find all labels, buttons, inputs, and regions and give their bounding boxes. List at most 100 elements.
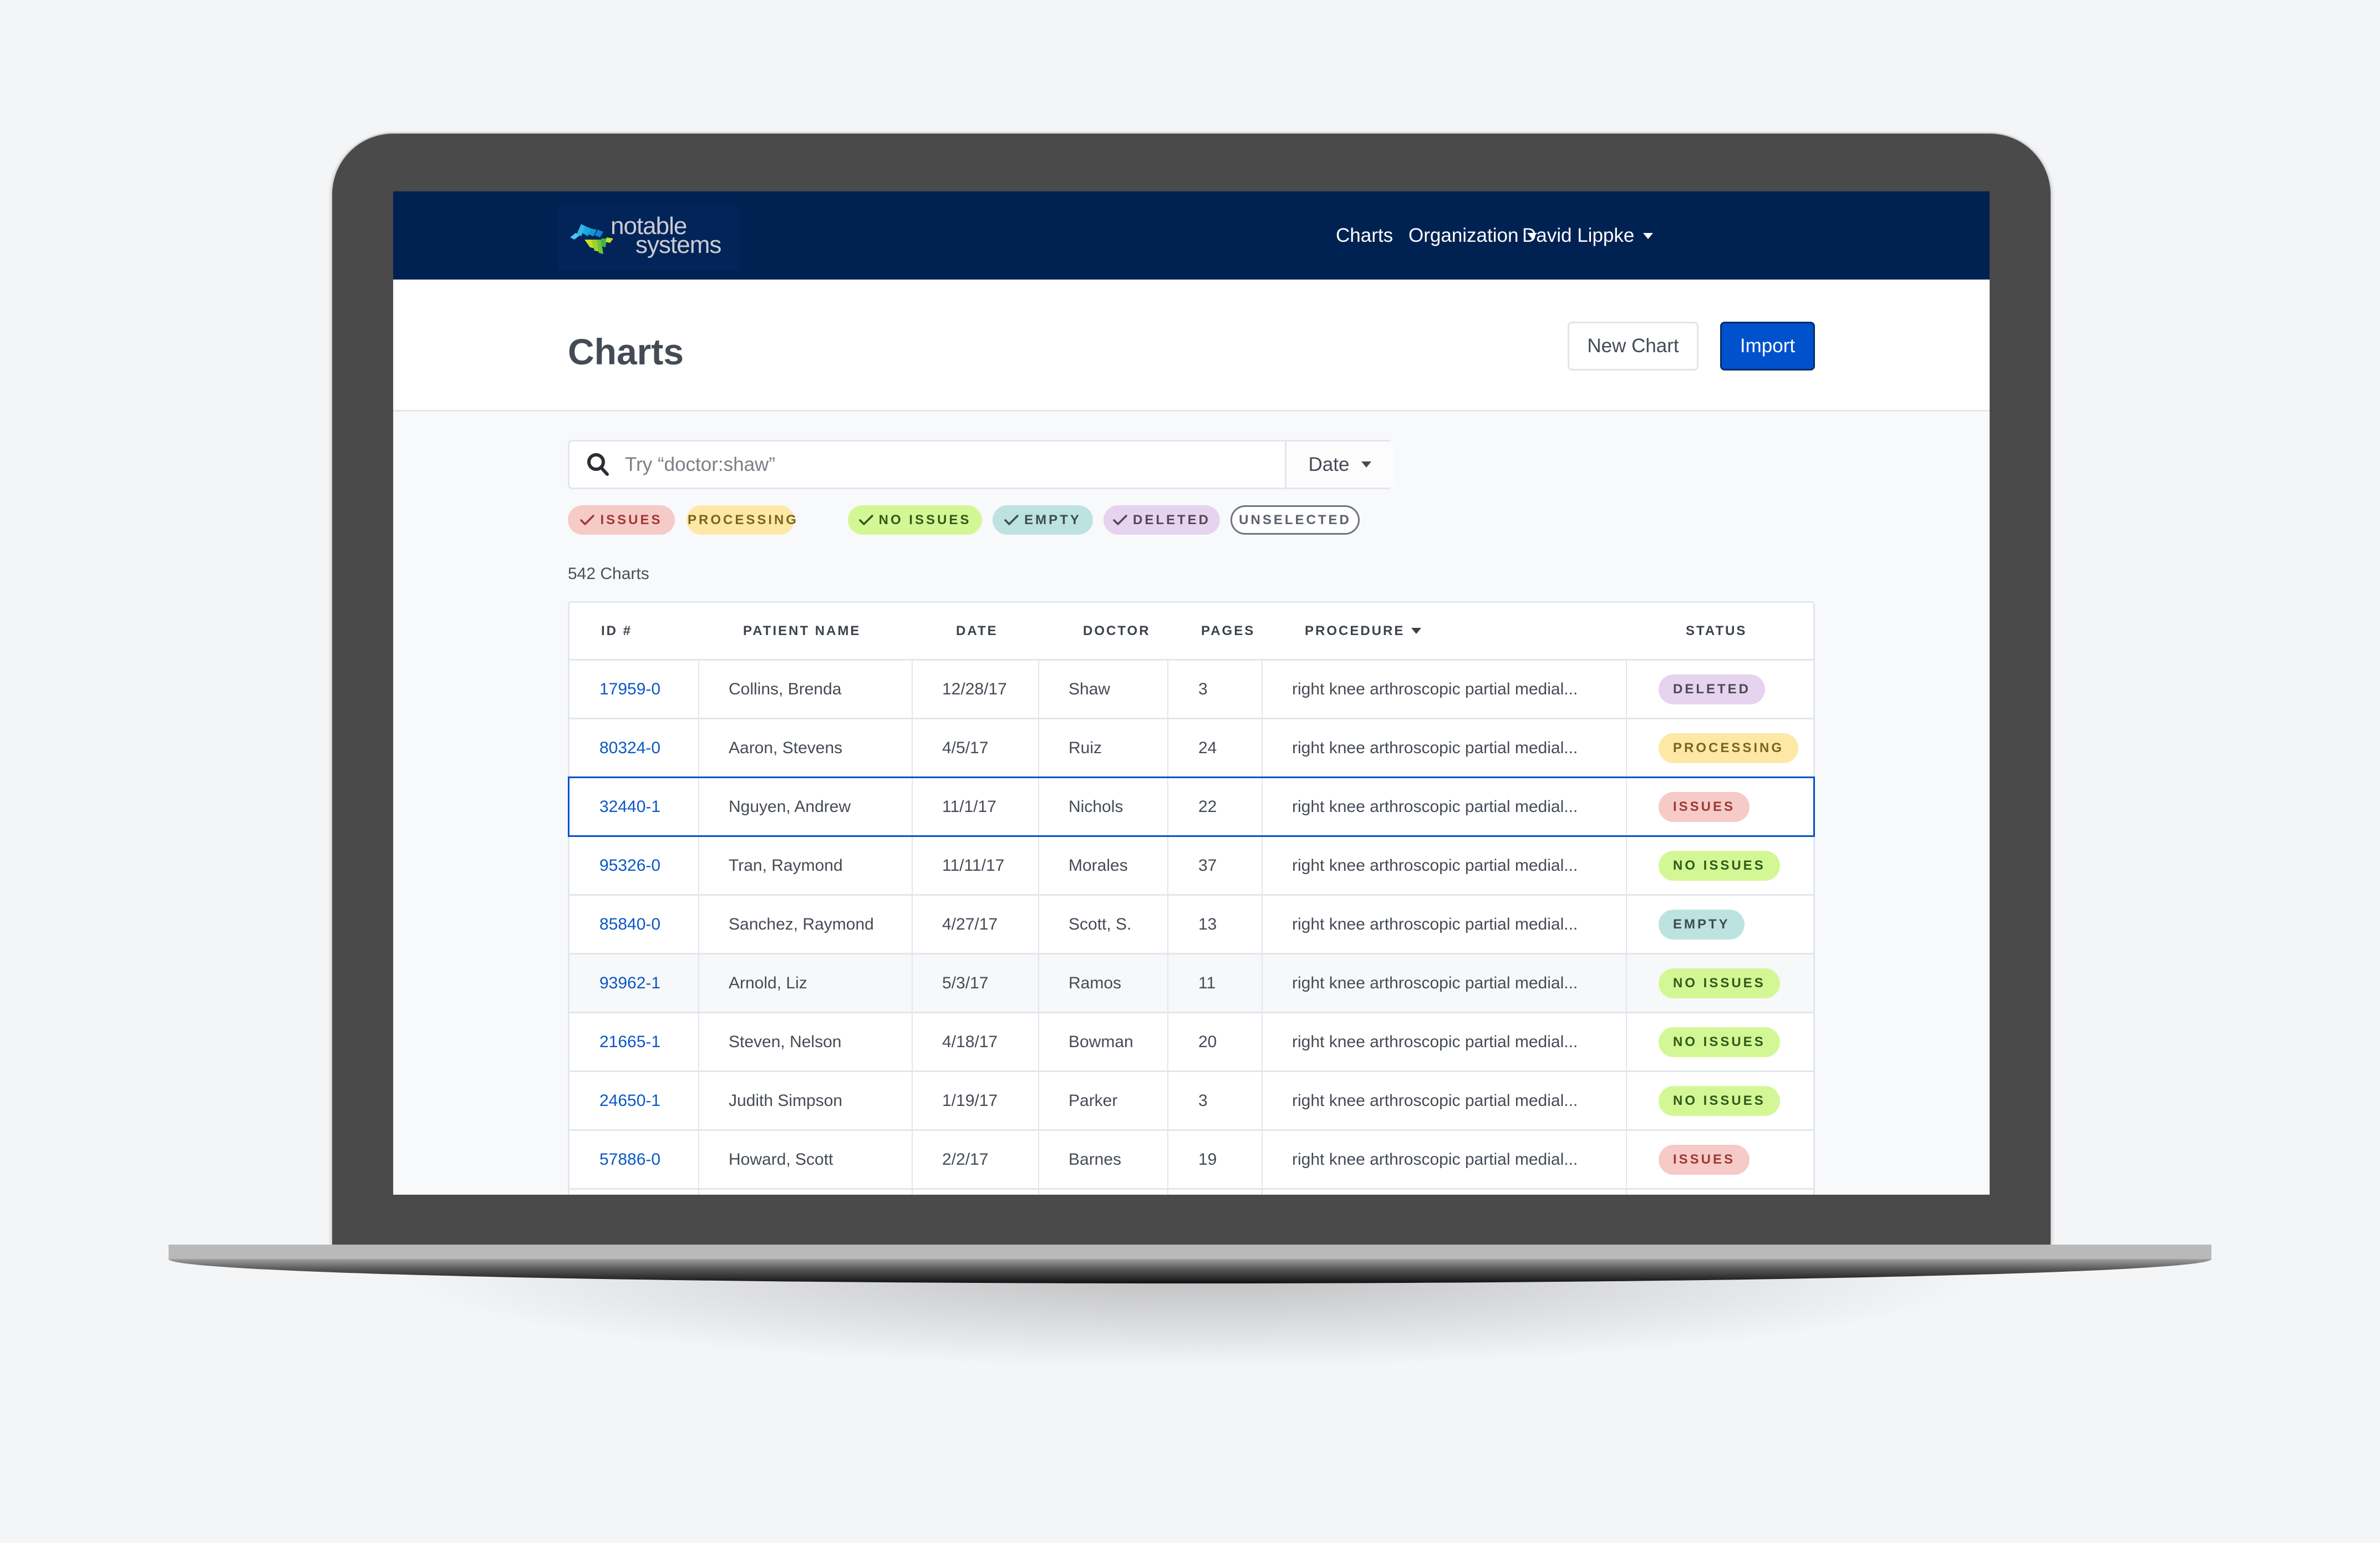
table-row[interactable]: 57886-0 Howard, Scott 2/2/17 Barnes 19 right … xyxy=(569,1129,1813,1188)
cell-patient-name xyxy=(698,1190,912,1195)
nav-link-charts[interactable]: Charts xyxy=(1336,224,1393,248)
nav-user-menu[interactable]: David Lippke xyxy=(1522,224,1654,248)
cell-procedure: right knee arthroscopic partial medial..… xyxy=(1262,896,1626,953)
table-row[interactable]: 80324-0 Aaron, Stevens 4/5/17 Ruiz 24 right k… xyxy=(569,718,1813,776)
column-header-patient-name[interactable]: PATIENT NAME xyxy=(743,623,861,638)
cell-patient-name: Collins, Brenda xyxy=(698,661,912,718)
page-title: Charts xyxy=(568,331,684,372)
column-header-pages[interactable]: PAGES xyxy=(1201,623,1255,638)
table-row[interactable]: 95326-0 Tran, Raymond 11/11/17 Morales 37 rig… xyxy=(569,835,1813,894)
cell-id[interactable]: 93962-1 xyxy=(599,973,661,992)
cell-status: NO ISSUES xyxy=(1626,837,1813,894)
cell-patient-name: Tran, Raymond xyxy=(698,837,912,894)
table-row[interactable]: 24650-1 Judith Simpson 1/19/17 Parker 3 right… xyxy=(569,1070,1813,1129)
nav-link-label: Organization xyxy=(1408,225,1519,246)
cell-pages: 20 xyxy=(1167,1013,1262,1070)
cell-status xyxy=(1626,1190,1813,1195)
cell-doctor: Ramos xyxy=(1038,955,1167,1012)
cell-id[interactable] xyxy=(569,1190,698,1195)
cell-date xyxy=(912,1190,1038,1195)
caret-down-icon xyxy=(1361,461,1372,468)
cell-id[interactable]: 57886-0 xyxy=(599,1150,661,1169)
filter-chip-issues[interactable]: ISSUES xyxy=(568,505,675,535)
cell-pages: 11 xyxy=(1167,955,1262,1012)
cell-patient-name: Arnold, Liz xyxy=(698,955,912,1012)
filter-chip-processing[interactable]: PROCESSING xyxy=(686,505,796,535)
cell-patient-name: Aaron, Stevens xyxy=(698,719,912,776)
table-row[interactable]: 21665-1 Steven, Nelson 4/18/17 Bowman 20 righ… xyxy=(569,1012,1813,1070)
status-badge: NO ISSUES xyxy=(1659,968,1780,998)
cell-doctor: Parker xyxy=(1038,1072,1167,1129)
status-badge: NO ISSUES xyxy=(1659,850,1780,881)
cell-id[interactable]: 85840-0 xyxy=(599,915,661,933)
cell-procedure: right knee arthroscopic partial medial..… xyxy=(1262,661,1626,718)
chart-count: 542 Charts xyxy=(568,565,649,583)
laptop-shadow xyxy=(333,1276,2052,1375)
filter-chip-deleted[interactable]: DELETED xyxy=(1103,505,1220,535)
nav-link-label: David Lippke xyxy=(1522,225,1635,246)
cell-status: NO ISSUES xyxy=(1626,955,1813,1012)
checkmark-icon xyxy=(1113,514,1127,525)
filter-chip-unselected[interactable]: UNSELECTED xyxy=(1230,505,1360,535)
date-filter-label: Date xyxy=(1308,453,1350,475)
status-badge: ISSUES xyxy=(1659,791,1750,822)
checkmark-icon xyxy=(858,514,873,525)
filter-chip-label: PROCESSING xyxy=(687,512,799,527)
cell-pages: 24 xyxy=(1167,719,1262,776)
app-screen: notable systems Charts Organization Davi… xyxy=(393,191,1990,1195)
cell-date: 4/5/17 xyxy=(912,719,1038,776)
table-row[interactable]: 85840-0 Sanchez, Raymond 4/27/17 Scott, S. 1… xyxy=(569,894,1813,953)
cell-date: 4/27/17 xyxy=(912,896,1038,953)
cell-pages: 3 xyxy=(1167,661,1262,718)
cell-id[interactable]: 80324-0 xyxy=(599,738,661,757)
new-chart-button[interactable]: New Chart xyxy=(1568,322,1698,370)
cell-id[interactable]: 95326-0 xyxy=(599,856,661,875)
filter-chip-label: EMPTY xyxy=(1024,512,1081,527)
cell-pages: 3 xyxy=(1167,1072,1262,1129)
cell-patient-name: Nguyen, Andrew xyxy=(698,778,912,835)
import-button[interactable]: Import xyxy=(1720,322,1815,370)
sort-desc-icon xyxy=(1411,628,1422,634)
filter-chip-empty[interactable]: EMPTY xyxy=(993,505,1093,535)
cell-status: NO ISSUES xyxy=(1626,1013,1813,1070)
cell-pages: 22 xyxy=(1167,778,1262,835)
cell-id[interactable]: 21665-1 xyxy=(599,1032,661,1051)
cell-procedure xyxy=(1262,1190,1626,1195)
cell-id[interactable]: 32440-1 xyxy=(599,797,661,816)
cell-doctor: Ruiz xyxy=(1038,719,1167,776)
column-header-id[interactable]: ID # xyxy=(601,623,633,638)
column-header-date[interactable]: DATE xyxy=(956,623,998,638)
status-badge: NO ISSUES xyxy=(1659,1085,1780,1116)
table-row[interactable]: 93962-1 Arnold, Liz 5/3/17 Ramos 11 right kne… xyxy=(569,953,1813,1012)
cell-status: NO ISSUES xyxy=(1626,1072,1813,1129)
cell-doctor: Scott, S. xyxy=(1038,896,1167,953)
cell-procedure: right knee arthroscopic partial medial..… xyxy=(1262,719,1626,776)
cell-date: 12/28/17 xyxy=(912,661,1038,718)
cell-date: 2/2/17 xyxy=(912,1131,1038,1188)
cell-status: EMPTY xyxy=(1626,896,1813,953)
column-header-status[interactable]: STATUS xyxy=(1686,623,1747,638)
search-icon xyxy=(587,453,609,476)
cell-id[interactable]: 17959-0 xyxy=(599,679,661,698)
laptop-base xyxy=(169,1245,2211,1259)
cell-doctor xyxy=(1038,1190,1167,1195)
nav-link-organization[interactable]: Organization xyxy=(1408,224,1538,248)
column-header-doctor[interactable]: DOCTOR xyxy=(1083,623,1151,638)
filter-chip-no-issues[interactable]: NO ISSUES xyxy=(848,505,982,535)
cell-id[interactable]: 24650-1 xyxy=(599,1091,661,1110)
status-badge: ISSUES xyxy=(1659,1144,1750,1175)
status-badge: DELETED xyxy=(1659,674,1766,704)
date-filter-dropdown[interactable]: Date xyxy=(1285,441,1394,488)
cell-procedure: right knee arthroscopic partial medial..… xyxy=(1262,1013,1626,1070)
table-row[interactable]: 17959-0 Collins, Brenda 12/28/17 Shaw 3 right… xyxy=(569,659,1813,718)
cell-patient-name: Judith Simpson xyxy=(698,1072,912,1129)
table-row[interactable] xyxy=(569,1188,1813,1195)
top-navbar: notable systems Charts Organization Davi… xyxy=(393,191,1990,280)
checkmark-icon xyxy=(1004,514,1019,525)
column-header-procedure[interactable]: PROCEDURE xyxy=(1305,603,1422,659)
status-badge: EMPTY xyxy=(1659,909,1745,940)
logo-text: notable xyxy=(611,212,687,240)
search-input[interactable] xyxy=(625,441,1279,488)
logo[interactable]: notable systems xyxy=(558,205,739,270)
table-row[interactable]: 32440-1 Nguyen, Andrew 11/1/17 Nichols 22 rig… xyxy=(568,776,1815,837)
